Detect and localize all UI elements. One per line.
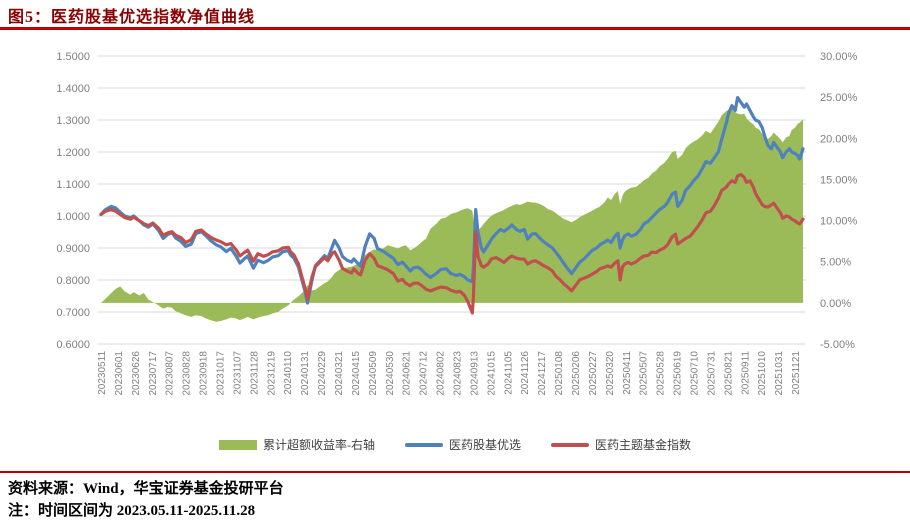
red-line-swatch-icon (551, 442, 589, 447)
x-axis-label: 20230626 (131, 351, 142, 396)
x-axis-label: 20240229 (317, 351, 328, 396)
x-axis-label: 20250911 (740, 351, 751, 395)
figure-title: 图5：医药股基优选指数净值曲线 (8, 9, 256, 26)
x-axis-label: 20240321 (334, 351, 345, 396)
x-axis-label: 20250206 (571, 351, 582, 396)
x-axis-label: 20250320 (605, 351, 616, 396)
x-axis-label: 20240913 (469, 351, 480, 396)
x-axis-label: 20241015 (486, 351, 497, 396)
left-axis-label: 1.1000 (56, 179, 90, 191)
x-axis-label: 20231128 (249, 351, 260, 395)
x-axis-label: 20240509 (368, 351, 379, 396)
right-axis-label: 15.00% (820, 174, 858, 186)
right-axis-label: 30.00% (820, 51, 858, 63)
x-axis-label: 20250108 (554, 351, 565, 396)
area-swatch-icon (218, 439, 257, 450)
left-axis-label: 1.0000 (56, 211, 90, 223)
x-axis-label: 20251031 (774, 351, 785, 396)
left-axis-label: 1.5000 (56, 51, 90, 63)
left-axis-label: 0.9000 (56, 243, 90, 255)
footer-rule (0, 471, 910, 473)
x-axis-label: 20231219 (266, 351, 277, 396)
excess-return-area (101, 107, 803, 322)
x-axis-label: 20240621 (402, 351, 413, 396)
x-axis-label: 20230828 (182, 351, 193, 396)
x-axis-label: 20240712 (419, 351, 430, 396)
legend-label: 医药主题基金指数 (595, 438, 692, 452)
x-axis-label: 20240823 (453, 351, 464, 396)
legend-item-preferred-index: 医药股基优选 (404, 436, 521, 453)
legend-item-excess-return: 累计超额收益率-右轴 (218, 436, 375, 453)
x-axis-label: 20240530 (385, 351, 396, 396)
x-axis-label: 20251010 (757, 351, 768, 396)
x-axis-label: 20250411 (622, 351, 633, 395)
preferred-index-line (99, 95, 805, 305)
x-axis-label: 20241126 (520, 351, 531, 395)
note-line: 注：时间区间为 2023.05.11-2025.11.28 (8, 503, 256, 519)
x-axis-label: 20250528 (656, 351, 667, 396)
title-underline-rule (0, 27, 910, 30)
x-axis-label: 20240110 (283, 351, 294, 395)
x-axis-label: 20231017 (216, 351, 227, 396)
x-axis-label: 20230511 (97, 351, 108, 395)
x-axis-label: 20241217 (537, 351, 548, 396)
legend-label: 医药股基优选 (448, 438, 521, 452)
theme-fund-index-line (99, 172, 805, 315)
left-axis-label: 1.3000 (56, 115, 90, 127)
x-axis-label: 20241105 (503, 351, 514, 395)
x-axis-label: 20250710 (690, 351, 701, 396)
left-axis-label: 0.7000 (56, 307, 90, 319)
x-axis-label: 20251121 (791, 351, 802, 395)
x-axis-label: 20250619 (673, 351, 684, 396)
x-axis-label: 20230918 (199, 351, 210, 396)
right-axis-label: 0.00% (820, 298, 851, 310)
x-axis-label: 20240802 (436, 351, 447, 396)
x-axis-label: 20240415 (351, 351, 362, 396)
left-axis-label: 0.6000 (56, 339, 90, 351)
x-axis-label: 20231107 (232, 351, 243, 395)
right-axis-label: 10.00% (820, 216, 858, 228)
right-axis-label: 25.00% (820, 92, 858, 104)
x-axis-label: 20250821 (723, 351, 734, 396)
legend-label: 累计超额收益率-右轴 (262, 438, 375, 452)
source-line: 资料来源：Wind，华宝证券基金投研平台 (8, 481, 284, 497)
x-axis-label: 20230717 (148, 351, 159, 396)
right-axis-label: -5.00% (820, 339, 855, 351)
blue-line-swatch-icon (404, 442, 443, 447)
x-axis-label: 20230807 (165, 351, 176, 396)
x-axis-label: 20250507 (639, 351, 650, 396)
x-axis-label: 20250731 (706, 351, 717, 396)
chart-legend: 累计超额收益率-右轴 医药股基优选 医药主题基金指数 (0, 436, 910, 453)
x-axis-label: 20240131 (300, 351, 311, 396)
right-axis-label: 20.00% (820, 133, 858, 145)
left-axis-label: 1.4000 (56, 83, 90, 95)
legend-item-theme-fund-index: 医药主题基金指数 (551, 436, 691, 453)
x-axis-label: 20230601 (114, 351, 125, 396)
right-axis-label: 5.00% (820, 257, 851, 269)
left-axis-label: 0.8000 (56, 275, 90, 287)
x-axis-label: 20250227 (588, 351, 599, 396)
left-axis-label: 1.2000 (56, 147, 90, 159)
